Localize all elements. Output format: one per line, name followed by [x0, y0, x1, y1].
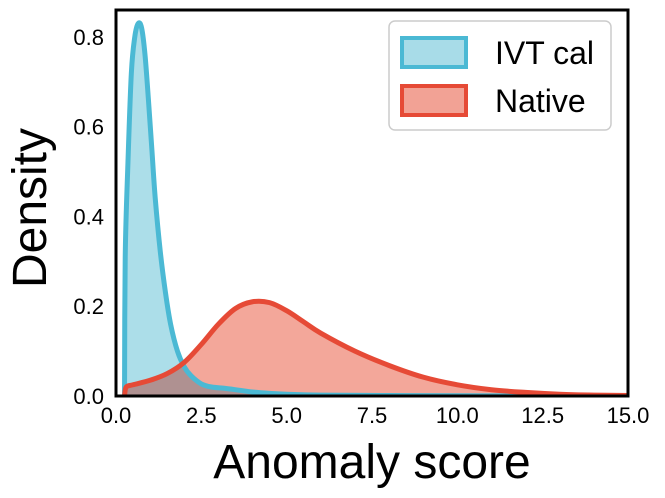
x-tick-label: 12.5: [521, 403, 564, 428]
x-axis: 0.0 2.5 5.0 7.5 10.0 12.5 15.0: [101, 403, 650, 428]
line-native: [122, 298, 628, 396]
x-tick-label: 10.0: [436, 403, 479, 428]
legend-label-native: Native: [495, 83, 586, 119]
legend-swatch-native: [400, 84, 468, 117]
plot-area: [122, 20, 628, 396]
legend-swatch-ivt-cal: [400, 36, 468, 69]
x-tick-label: 7.5: [357, 403, 388, 428]
y-tick-label: 0.6: [73, 115, 104, 140]
y-axis: 0.0 0.2 0.4 0.6 0.8: [73, 25, 104, 409]
x-tick-label: 5.0: [271, 403, 302, 428]
x-tick-label: 15.0: [607, 403, 650, 428]
y-tick-label: 0.8: [73, 25, 104, 50]
y-axis-title: Density: [4, 128, 57, 288]
plot-frame: [114, 8, 630, 398]
y-tick-label: 0.0: [73, 384, 104, 409]
legend-label-ivt-cal: IVT cal: [495, 35, 594, 71]
y-tick-label: 0.2: [73, 294, 104, 319]
x-axis-title: Anomaly score: [213, 436, 530, 489]
legend: IVT cal Native: [388, 20, 612, 131]
y-tick-label: 0.4: [73, 204, 104, 229]
area-native: [124, 301, 628, 396]
area-overlap: [124, 363, 390, 396]
x-tick-label: 0.0: [101, 403, 132, 428]
x-tick-label: 2.5: [186, 403, 217, 428]
area-ivt-cal: [124, 22, 628, 396]
line-ivt-cal: [122, 20, 628, 396]
